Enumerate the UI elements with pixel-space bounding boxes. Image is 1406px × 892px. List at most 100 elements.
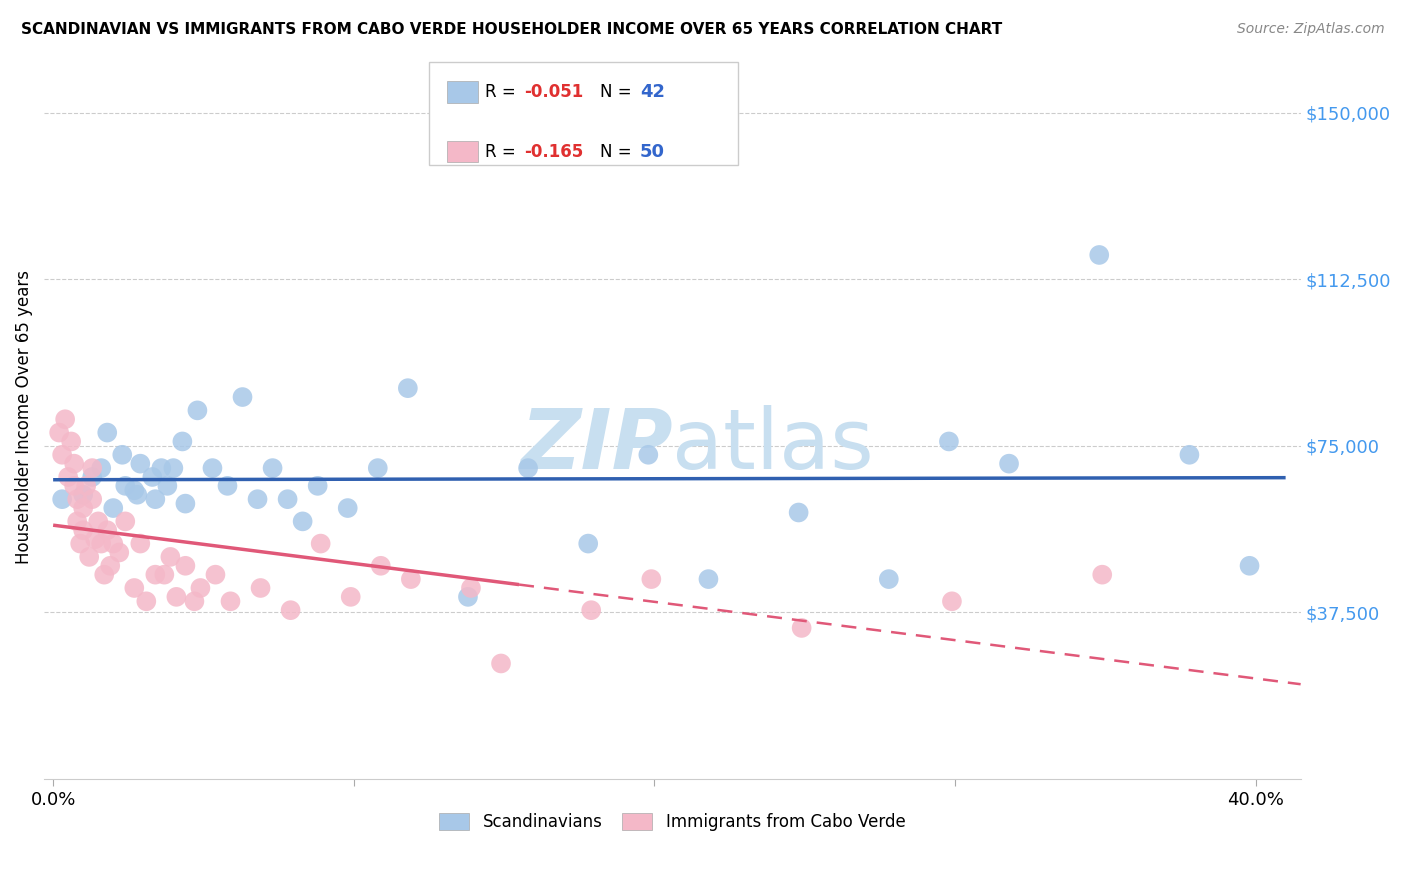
Point [399,572,422,586]
Text: 42: 42 [640,83,665,101]
Text: -0.165: -0.165 [524,143,583,161]
Point [517,461,540,475]
Point [56,470,79,484]
Point [93,567,115,582]
Point [90,461,112,475]
Point [72,488,94,502]
Point [72,523,94,537]
Point [231,390,253,404]
Point [1239,558,1261,573]
Point [69,536,91,550]
Point [82,461,104,475]
Point [172,434,194,449]
Point [108,545,131,559]
Point [51,448,73,462]
Text: N =: N = [600,143,637,161]
Point [114,479,136,493]
Point [1178,448,1201,462]
Point [48,425,70,440]
Point [77,549,100,564]
Y-axis label: Householder Income Over 65 years: Householder Income Over 65 years [15,270,32,564]
Point [637,448,659,462]
Point [367,461,389,475]
Point [82,492,104,507]
Point [941,594,963,608]
Point [489,657,512,671]
Point [262,461,284,475]
Point [336,501,359,516]
Point [114,515,136,529]
Point [156,479,179,493]
Point [124,581,146,595]
Point [217,479,239,493]
Point [72,501,94,516]
Point [396,381,419,395]
Point [174,497,197,511]
Text: N =: N = [600,83,637,101]
Text: ZIP: ZIP [520,406,672,486]
Point [291,515,314,529]
Point [249,581,271,595]
Point [190,581,212,595]
Point [103,501,125,516]
Point [96,523,118,537]
Point [787,506,810,520]
Point [51,492,73,507]
Point [153,567,176,582]
Point [204,567,226,582]
Point [141,470,163,484]
Text: 50: 50 [640,143,665,161]
Point [129,457,152,471]
Point [246,492,269,507]
Point [90,536,112,550]
Point [697,572,720,586]
Point [129,536,152,550]
Point [127,488,149,502]
Point [201,461,224,475]
Point [98,558,121,573]
Point [309,536,332,550]
Point [307,479,329,493]
Point [87,515,110,529]
Point [82,470,104,484]
Point [66,515,89,529]
Point [143,567,166,582]
Point [53,412,76,426]
Point [135,594,157,608]
Point [143,492,166,507]
Point [183,594,205,608]
Text: R =: R = [485,83,522,101]
Text: Source: ZipAtlas.com: Source: ZipAtlas.com [1237,22,1385,37]
Point [938,434,960,449]
Point [150,461,173,475]
Point [111,448,134,462]
Point [457,590,479,604]
Text: SCANDINAVIAN VS IMMIGRANTS FROM CABO VERDE HOUSEHOLDER INCOME OVER 65 YEARS CORR: SCANDINAVIAN VS IMMIGRANTS FROM CABO VER… [21,22,1002,37]
Point [370,558,392,573]
Point [96,425,118,440]
Legend: Scandinavians, Immigrants from Cabo Verde: Scandinavians, Immigrants from Cabo Verd… [434,807,911,836]
Point [219,594,242,608]
Point [277,492,299,507]
Point [339,590,361,604]
Point [63,479,86,493]
Text: -0.051: -0.051 [524,83,583,101]
Point [1088,248,1111,262]
Point [998,457,1021,471]
Point [84,532,107,546]
Text: R =: R = [485,143,522,161]
Point [103,536,125,550]
Point [579,603,602,617]
Point [174,558,197,573]
Text: atlas: atlas [672,406,875,486]
Point [1091,567,1114,582]
Point [162,461,184,475]
Point [75,479,97,493]
Point [640,572,662,586]
Point [159,549,181,564]
Point [280,603,302,617]
Point [460,581,482,595]
Point [186,403,208,417]
Point [576,536,599,550]
Point [60,434,83,449]
